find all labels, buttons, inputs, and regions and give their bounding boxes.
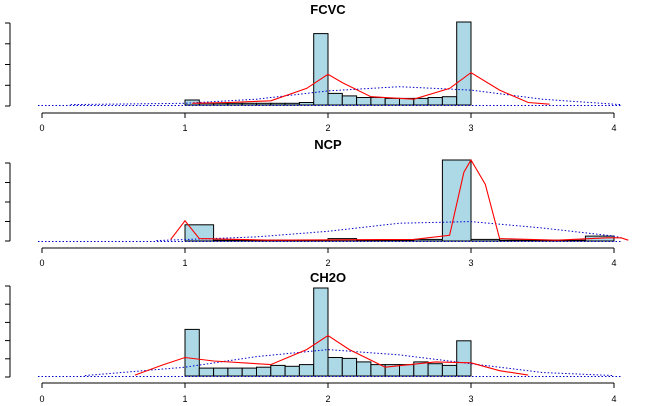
histogram-bar: [213, 102, 229, 106]
histogram-bar: [413, 238, 443, 242]
histogram-bar: [313, 33, 329, 106]
normal-density-line: [156, 221, 622, 242]
kernel-density-line: [134, 334, 529, 376]
histogram-bar: [213, 239, 243, 242]
histogram-bar: [241, 102, 257, 106]
histogram-bar: [198, 367, 215, 377]
histogram-bar: [327, 357, 343, 377]
x-tick-label: 2: [325, 123, 330, 133]
histogram-bar: [241, 367, 257, 377]
histogram-bar: [313, 287, 329, 377]
x-tick-label: 3: [468, 258, 473, 268]
histogram-bar: [227, 367, 243, 377]
x-tick-label: 1: [182, 394, 187, 404]
histogram-bar: [256, 366, 272, 377]
x-tick-label: 1: [182, 258, 187, 268]
histogram-bar: [298, 364, 315, 377]
x-tick-label: 3: [468, 123, 473, 133]
x-tick-label: 2: [325, 258, 330, 268]
x-tick-label: 0: [39, 258, 44, 268]
normal-density-line: [84, 349, 615, 377]
histogram-bar: [427, 363, 443, 377]
histogram-bar: [298, 102, 315, 106]
kernel-density-line: [192, 71, 550, 105]
x-tick-label: 0: [39, 123, 44, 133]
chart-title: FCVC: [310, 2, 346, 17]
kernel-density-line: [170, 158, 629, 241]
x-tick-label: 0: [39, 394, 44, 404]
panel-ch2o: CH2O 0 1 2 3 4: [5, 270, 622, 404]
histogram-bar: [327, 92, 343, 106]
histogram-bar: [456, 340, 472, 377]
histogram-bar: [456, 21, 472, 106]
histogram-bar: [427, 97, 443, 106]
histogram-bar: [270, 364, 286, 377]
chart-title: CH2O: [310, 270, 346, 285]
histogram-bar: [370, 97, 386, 106]
histogram-bar: [384, 97, 401, 106]
histogram-bar: [184, 328, 200, 377]
histogram-bar: [227, 102, 243, 106]
histogram-bar: [356, 361, 372, 377]
histogram-bar: [441, 364, 458, 377]
x-tick-label: 4: [611, 258, 616, 268]
histogram-bar: [341, 95, 358, 106]
panel-fcvc: FCVC 0 1 2 3 4: [5, 2, 622, 133]
x-tick-label: 3: [468, 394, 473, 404]
histogram-bar: [499, 239, 529, 242]
chart-title: NCP: [314, 137, 342, 152]
histogram-bar: [470, 238, 501, 242]
x-tick-label: 2: [325, 394, 330, 404]
panel-ncp: NCP 0 1 2 3 4: [5, 137, 629, 268]
x-tick-label: 4: [611, 123, 616, 133]
histogram-bar: [356, 97, 372, 106]
histogram-bar: [213, 367, 229, 377]
histogram-bar: [284, 365, 300, 377]
x-tick-label: 1: [182, 123, 187, 133]
histogram-bar: [341, 357, 358, 377]
histogram-bar: [356, 239, 386, 242]
histogram-bar: [384, 239, 415, 242]
normal-density-line: [70, 86, 622, 106]
histogram-bar: [413, 97, 429, 106]
x-tick-label: 4: [611, 394, 616, 404]
histogram-bar: [284, 102, 300, 106]
histogram-bar: [441, 96, 458, 106]
histogram-bar: [270, 102, 286, 106]
histogram-bar: [399, 364, 415, 377]
histogram-bar: [441, 159, 472, 242]
histogram-bar: [256, 102, 272, 106]
